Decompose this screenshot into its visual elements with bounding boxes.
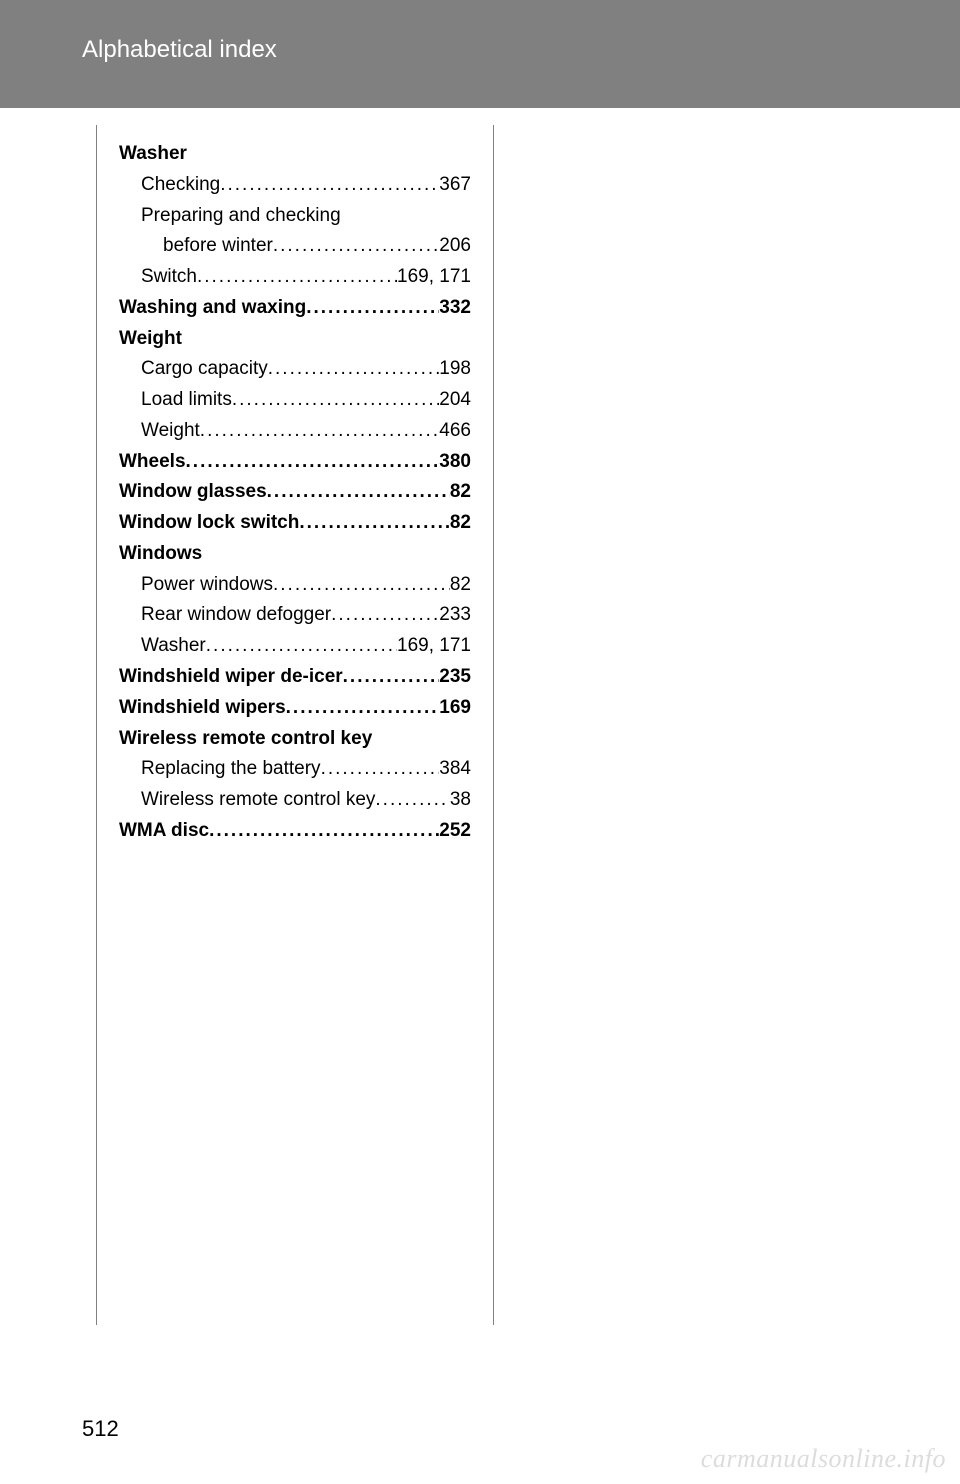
index-entry-page: 466 [439, 416, 471, 447]
index-entry-page: 82 [450, 570, 471, 601]
leader-dots [273, 231, 439, 262]
index-entry-label: Replacing the battery [141, 754, 321, 785]
index-entry-page: 204 [439, 385, 471, 416]
index-entry: Cargo capacity 198 [119, 354, 471, 385]
index-entry-label: Rear window defogger [141, 600, 331, 631]
leader-dots [306, 293, 439, 324]
leader-dots [267, 477, 450, 508]
index-entry-label: Washer [119, 139, 187, 170]
index-entry-page: 252 [439, 816, 471, 847]
index-entry-page: 169, 171 [397, 262, 471, 293]
index-entry-label: Cargo capacity [141, 354, 268, 385]
index-entry-label: Weight [141, 416, 200, 447]
leader-dots [273, 570, 450, 601]
index-entry-label: Windows [119, 539, 202, 570]
index-entry: before winter 206 [119, 231, 471, 262]
index-entry: Switch 169, 171 [119, 262, 471, 293]
index-entry-page: 206 [439, 231, 471, 262]
index-entry: Window lock switch 82 [119, 508, 471, 539]
header-title: Alphabetical index [82, 36, 277, 63]
index-entry-label: WMA disc [119, 816, 209, 847]
index-entry-page: 82 [450, 508, 471, 539]
index-entry-label: before winter [163, 231, 273, 262]
index-entry-label: Preparing and checking [141, 201, 341, 232]
index-entry: Wheels 380 [119, 447, 471, 478]
index-entry: Window glasses 82 [119, 477, 471, 508]
index-entry: Replacing the battery 384 [119, 754, 471, 785]
index-entry-page: 169, 171 [397, 631, 471, 662]
index-entry-page: 384 [439, 754, 471, 785]
index-entry-label: Weight [119, 324, 182, 355]
index-entry-page: 82 [450, 477, 471, 508]
page-number: 512 [82, 1416, 119, 1442]
index-entry: Weight [119, 324, 471, 355]
index-entry-label: Window glasses [119, 477, 267, 508]
leader-dots [209, 816, 439, 847]
index-entry-label: Load limits [141, 385, 232, 416]
page-root: Alphabetical index WasherChecking 367Pre… [0, 0, 960, 1484]
header-bar: Alphabetical index [0, 0, 960, 108]
index-entry: Power windows 82 [119, 570, 471, 601]
index-entry-page: 332 [439, 293, 471, 324]
leader-dots [286, 693, 440, 724]
index-entry-page: 367 [439, 170, 471, 201]
leader-dots [343, 662, 440, 693]
leader-dots [197, 262, 397, 293]
index-entry-label: Washing and waxing [119, 293, 306, 324]
index-entry-label: Power windows [141, 570, 273, 601]
index-entry-page: 169 [439, 693, 471, 724]
index-entry-label: Windshield wiper de-icer [119, 662, 343, 693]
index-entry: Washer 169, 171 [119, 631, 471, 662]
leader-dots [299, 508, 450, 539]
index-entry: Load limits 204 [119, 385, 471, 416]
index-entry-page: 380 [439, 447, 471, 478]
index-entry: Rear window defogger 233 [119, 600, 471, 631]
index-entry: Washer [119, 139, 471, 170]
leader-dots [206, 631, 397, 662]
watermark: carmanualsonline.info [701, 1444, 946, 1474]
leader-dots [321, 754, 440, 785]
index-entry-label: Wheels [119, 447, 186, 478]
index-entry-page: 233 [439, 600, 471, 631]
index-entry-label: Window lock switch [119, 508, 299, 539]
index-entry-page: 235 [439, 662, 471, 693]
leader-dots [268, 354, 440, 385]
index-entry-label: Switch [141, 262, 197, 293]
index-entry: Weight 466 [119, 416, 471, 447]
index-entry-label: Wireless remote control key [141, 785, 375, 816]
index-entry: WMA disc 252 [119, 816, 471, 847]
index-entry: Windshield wiper de-icer 235 [119, 662, 471, 693]
index-entry-label: Wireless remote control key [119, 724, 372, 755]
index-entry-label: Washer [141, 631, 206, 662]
index-entry: Windshield wipers 169 [119, 693, 471, 724]
leader-dots [220, 170, 439, 201]
leader-dots [186, 447, 440, 478]
index-entry-page: 198 [439, 354, 471, 385]
index-entry: Wireless remote control key [119, 724, 471, 755]
leader-dots [331, 600, 439, 631]
leader-dots [232, 385, 439, 416]
leader-dots [200, 416, 440, 447]
leader-dots [375, 785, 449, 816]
index-entry: Wireless remote control key 38 [119, 785, 471, 816]
index-entry-label: Checking [141, 170, 220, 201]
index-entry-label: Windshield wipers [119, 693, 286, 724]
index-entry: Checking 367 [119, 170, 471, 201]
index-entry: Preparing and checking [119, 201, 471, 232]
index-entry: Washing and waxing 332 [119, 293, 471, 324]
index-entry: Windows [119, 539, 471, 570]
index-column: WasherChecking 367Preparing and checking… [96, 125, 494, 1325]
index-entry-page: 38 [450, 785, 471, 816]
